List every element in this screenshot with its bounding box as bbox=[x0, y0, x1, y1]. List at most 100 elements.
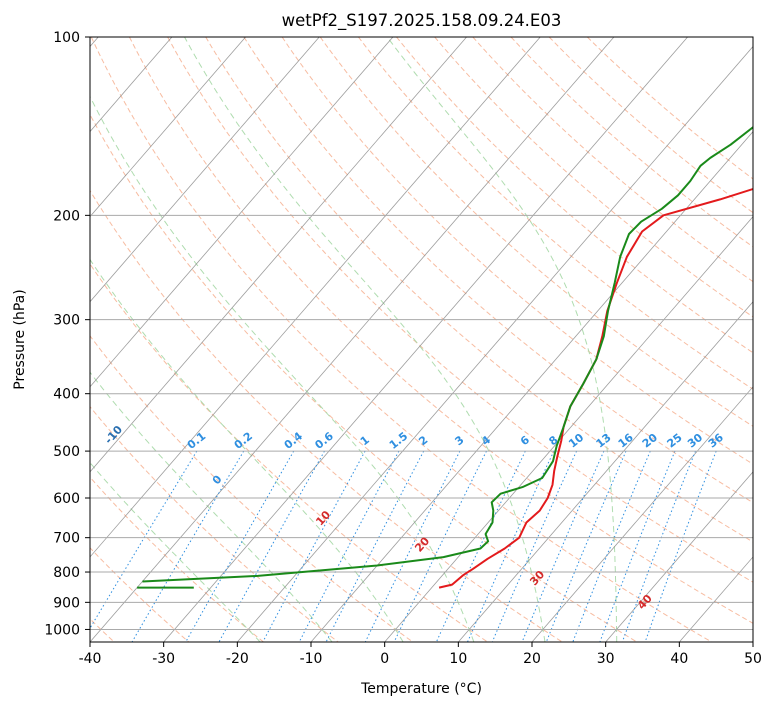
moist-adiabat-line bbox=[90, 371, 333, 642]
y-tick-label: 400 bbox=[53, 387, 80, 403]
mixing-ratio-line bbox=[262, 450, 366, 642]
mixing-ratio-label: 25 bbox=[665, 431, 685, 451]
isotherm-line bbox=[90, 37, 320, 303]
mixing-ratio-label: 36 bbox=[706, 431, 726, 451]
dry-adiabat-line bbox=[205, 37, 753, 543]
dry-adiabat-line bbox=[90, 37, 712, 642]
isotherm-line bbox=[90, 37, 541, 558]
plot-background-lines bbox=[90, 37, 753, 642]
dry-adiabat-line bbox=[90, 263, 488, 642]
mixing-ratio-label: 1 bbox=[358, 433, 372, 448]
isotherm-line bbox=[90, 37, 394, 388]
dry-adiabat-line bbox=[358, 37, 753, 390]
mixing-ratio-label: 0.6 bbox=[313, 429, 337, 451]
isotherm-line bbox=[90, 37, 615, 642]
mixing-ratio-label: 20 bbox=[640, 431, 660, 451]
dry-adiabat-line bbox=[281, 37, 753, 465]
isotherm-line bbox=[310, 130, 753, 642]
dry-adiabat-line bbox=[510, 37, 753, 248]
isotherm-line bbox=[384, 216, 753, 642]
y-tick-label: 800 bbox=[53, 565, 80, 581]
plot-frame bbox=[89, 36, 754, 643]
x-tick-label: 40 bbox=[670, 651, 688, 667]
y-tick-label: 300 bbox=[53, 313, 80, 329]
moist-adiabat-line bbox=[90, 461, 261, 642]
y-tick-label: 500 bbox=[53, 444, 80, 460]
isotherm-line bbox=[679, 556, 753, 642]
isotherm-line bbox=[605, 471, 753, 642]
x-tick-label: 50 bbox=[744, 651, 762, 667]
mixing-ratio-label: 10 bbox=[566, 431, 586, 451]
mixing-ratio-label: 2 bbox=[416, 433, 430, 448]
dry-adiabat-line bbox=[90, 113, 638, 642]
mixing-ratio-label: 6 bbox=[518, 433, 532, 448]
mixing-ratio-line bbox=[644, 450, 717, 642]
dewpoint-profile-line bbox=[142, 125, 753, 583]
moist-adiabat-line bbox=[184, 37, 546, 642]
moist-adiabat-line bbox=[90, 258, 404, 642]
x-tick-label: 0 bbox=[380, 651, 389, 667]
mixing-ratio-line bbox=[599, 450, 676, 642]
mixing-ratio-label: 0.4 bbox=[282, 429, 306, 451]
y-tick-label: 100 bbox=[53, 30, 80, 46]
mixing-ratio-label: 3 bbox=[453, 433, 467, 448]
mixing-ratio-line bbox=[491, 450, 578, 642]
dry-adiabat-line bbox=[319, 37, 753, 427]
mixing-ratio-line bbox=[218, 450, 325, 642]
background-labels: 0.10.20.40.611.52346810131620253036-100-… bbox=[102, 423, 726, 612]
mixing-ratio-label: 13 bbox=[594, 431, 614, 451]
dry-adiabat-line bbox=[167, 37, 753, 583]
y-tick-label: 900 bbox=[53, 595, 80, 611]
mixing-ratio-line bbox=[364, 450, 461, 642]
dry-adiabat-line bbox=[548, 37, 753, 214]
dry-adiabat-line bbox=[243, 37, 753, 504]
x-tick-label: -30 bbox=[152, 651, 175, 667]
moist-adiabat-label: 30 bbox=[527, 568, 547, 588]
isotherm-line bbox=[237, 45, 753, 642]
mixing-ratio-line bbox=[435, 450, 526, 642]
mixing-ratio-line bbox=[621, 450, 696, 642]
y-tick-label: 700 bbox=[53, 531, 80, 547]
mixing-ratio-line bbox=[572, 450, 651, 642]
y-tick-label: 600 bbox=[53, 491, 80, 507]
isotherm-line bbox=[90, 37, 467, 473]
isotherm-line bbox=[163, 37, 688, 642]
mixing-ratio-label: 30 bbox=[685, 431, 705, 451]
dry-adiabat-line bbox=[128, 37, 753, 624]
isotherm-line bbox=[752, 641, 753, 642]
moist-adiabat-line bbox=[90, 95, 475, 642]
dry-adiabat-line bbox=[90, 405, 339, 642]
dry-adiabat-line bbox=[586, 37, 753, 180]
y-axis-label: Pressure (hPa) bbox=[12, 289, 28, 389]
mixing-ratio-line bbox=[467, 450, 555, 642]
x-tick-label: 20 bbox=[523, 651, 541, 667]
profile-series bbox=[137, 125, 753, 589]
mixing-ratio-label: 16 bbox=[616, 431, 636, 451]
isotherm-line bbox=[531, 386, 753, 642]
x-tick-label: -40 bbox=[79, 651, 102, 667]
mixing-ratio-line bbox=[393, 450, 487, 642]
dry-adiabat-label: -10 bbox=[102, 423, 125, 447]
mixing-ratio-label: 0.2 bbox=[232, 430, 255, 452]
x-axis-label: Temperature (°C) bbox=[360, 681, 482, 697]
x-tick-label: 30 bbox=[597, 651, 615, 667]
chart-title: wetPf2_S197.2025.158.09.24.E03 bbox=[282, 11, 562, 31]
isotherm-line bbox=[458, 301, 753, 642]
mixing-ratio-label: 1.5 bbox=[387, 430, 410, 452]
mixing-ratio-label: 0.1 bbox=[185, 430, 208, 452]
mixing-ratio-line bbox=[325, 450, 425, 642]
mixing-ratio-line bbox=[298, 450, 400, 642]
dry-adiabat-line bbox=[434, 37, 753, 318]
mixing-ratio-line bbox=[131, 450, 245, 642]
y-tick-label: 200 bbox=[53, 208, 80, 224]
x-tick-label: -10 bbox=[300, 651, 323, 667]
isotherm-line bbox=[90, 37, 246, 218]
dry-adiabat-line bbox=[472, 37, 753, 283]
y-tick-label: 1000 bbox=[44, 622, 80, 638]
mixing-ratio-line bbox=[185, 450, 295, 642]
x-tick-label: 10 bbox=[449, 651, 467, 667]
dry-adiabat-line bbox=[90, 335, 414, 642]
dry-adiabat-line bbox=[90, 189, 563, 642]
x-tick-label: -20 bbox=[226, 651, 249, 667]
